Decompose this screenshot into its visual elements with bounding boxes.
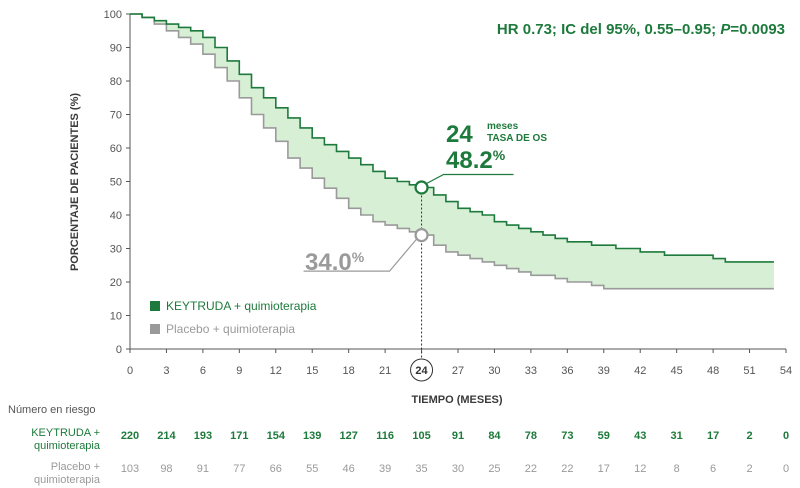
- risk-value-placebo: 35: [415, 463, 427, 475]
- risk-value-keytruda: 2: [746, 430, 752, 442]
- x-tick-label: 18: [343, 365, 355, 377]
- risk-value-keytruda: 17: [707, 430, 719, 442]
- risk-label-placebo-2: quimioterapia: [34, 474, 101, 486]
- risk-value-placebo: 2: [746, 463, 752, 475]
- placebo-rate-value: 34.0%: [305, 249, 365, 276]
- risk-value-keytruda: 43: [634, 430, 646, 442]
- x-tick-label: 3: [163, 365, 169, 377]
- risk-value-placebo: 22: [525, 463, 537, 475]
- y-tick-label: 100: [104, 9, 122, 21]
- risk-value-placebo: 0: [783, 463, 789, 475]
- x-tick-label: 39: [598, 365, 610, 377]
- risk-value-keytruda: 73: [561, 430, 573, 442]
- risk-label-keytruda-2: quimioterapia: [34, 440, 101, 452]
- risk-value-keytruda: 116: [376, 430, 394, 442]
- keytruda-rate-value: 48.2%: [446, 147, 506, 174]
- x-tick-label: 27: [452, 365, 464, 377]
- difference-area: [130, 14, 774, 289]
- risk-value-placebo: 77: [233, 463, 245, 475]
- hr-annotation: HR 0.73; IC del 95%, 0.55–0.95; P=0.0093: [497, 21, 785, 38]
- risk-value-placebo: 103: [121, 463, 139, 475]
- x-tick-label: 33: [525, 365, 537, 377]
- y-tick-label: 50: [110, 177, 122, 189]
- y-tick-label: 20: [110, 277, 122, 289]
- risk-value-keytruda: 84: [488, 430, 501, 442]
- risk-value-placebo: 39: [379, 463, 391, 475]
- x-tick-label: 9: [236, 365, 242, 377]
- legend-label-keytruda: KEYTRUDA + quimioterapia: [166, 299, 317, 313]
- risk-value-keytruda: 91: [452, 430, 464, 442]
- y-tick-label: 60: [110, 143, 122, 155]
- y-axis-title: PORCENTAJE DE PACIENTES (%): [69, 93, 81, 271]
- risk-value-placebo: 91: [197, 463, 209, 475]
- x-tick-label: 6: [200, 365, 206, 377]
- risk-value-keytruda: 0: [783, 430, 789, 442]
- risk-value-keytruda: 154: [267, 430, 286, 442]
- y-tick-label: 80: [110, 76, 122, 88]
- x-tick-label: 45: [671, 365, 683, 377]
- legend-swatch-keytruda: [150, 301, 160, 311]
- x-axis-title: TIEMPO (MESES): [411, 394, 502, 406]
- legend-swatch-placebo: [150, 324, 160, 334]
- x-tick-label: 15: [306, 365, 318, 377]
- highlight-tick-circle: [410, 358, 434, 382]
- risk-value-placebo: 46: [343, 463, 355, 475]
- risk-value-keytruda: 139: [303, 430, 321, 442]
- risk-value-keytruda: 31: [671, 430, 683, 442]
- risk-value-keytruda: 171: [230, 430, 248, 442]
- y-tick-label: 90: [110, 43, 122, 55]
- annotations: 24: [303, 173, 514, 382]
- x-tick-label: 51: [743, 365, 755, 377]
- y-tick-label: 40: [110, 210, 122, 222]
- risk-value-keytruda: 214: [157, 430, 176, 442]
- y-tick-label: 0: [116, 344, 122, 356]
- keytruda-leader-line: [426, 173, 514, 185]
- x-tick-label: 36: [561, 365, 573, 377]
- placebo-marker: [414, 228, 429, 243]
- placebo-curve: [130, 13, 774, 290]
- risk-label-keytruda-1: KEYTRUDA +: [31, 427, 100, 439]
- difference-shading: [130, 14, 774, 289]
- x-tick-label: 30: [488, 365, 500, 377]
- x-tick-label: 54: [780, 365, 792, 377]
- risk-value-placebo: 66: [270, 463, 282, 475]
- risk-value-placebo: 25: [488, 463, 500, 475]
- risk-value-keytruda: 59: [598, 430, 610, 442]
- risk-value-keytruda: 127: [339, 430, 357, 442]
- risk-value-placebo: 22: [561, 463, 573, 475]
- risk-value-keytruda: 78: [525, 430, 537, 442]
- risk-value-keytruda: 220: [121, 430, 139, 442]
- placebo-leader-line: [303, 238, 418, 272]
- risk-value-placebo: 55: [306, 463, 318, 475]
- x-tick-label: 21: [379, 365, 391, 377]
- highlight-tick-label: 24: [415, 365, 428, 377]
- legend-label-placebo: Placebo + quimioterapia: [166, 322, 295, 336]
- os-rate-label: TASA DE OS: [487, 133, 547, 144]
- risk-value-placebo: 98: [160, 463, 172, 475]
- x-tick-label: 12: [270, 365, 282, 377]
- y-tick-label: 10: [110, 311, 122, 323]
- risk-value-keytruda: 193: [194, 430, 212, 442]
- risk-value-placebo: 17: [598, 463, 610, 475]
- risk-label-placebo-1: Placebo +: [51, 461, 100, 473]
- risk-table-values: 2201032149819391171771546613955127461163…: [121, 430, 789, 475]
- y-tick-label: 30: [110, 244, 122, 256]
- x-tick-label: 0: [127, 365, 133, 377]
- x-tick-label: 42: [634, 365, 646, 377]
- risk-value-placebo: 6: [710, 463, 716, 475]
- x-tick-label: 48: [707, 365, 719, 377]
- keytruda-marker: [414, 180, 429, 195]
- risk-value-keytruda: 105: [412, 430, 430, 442]
- months-number: 24: [446, 121, 473, 148]
- risk-value-placebo: 30: [452, 463, 464, 475]
- risk-table-title: Número en riesgo: [8, 404, 95, 416]
- y-tick-label: 70: [110, 110, 122, 122]
- risk-value-placebo: 12: [634, 463, 646, 475]
- months-word: meses: [487, 121, 519, 132]
- risk-value-placebo: 8: [674, 463, 680, 475]
